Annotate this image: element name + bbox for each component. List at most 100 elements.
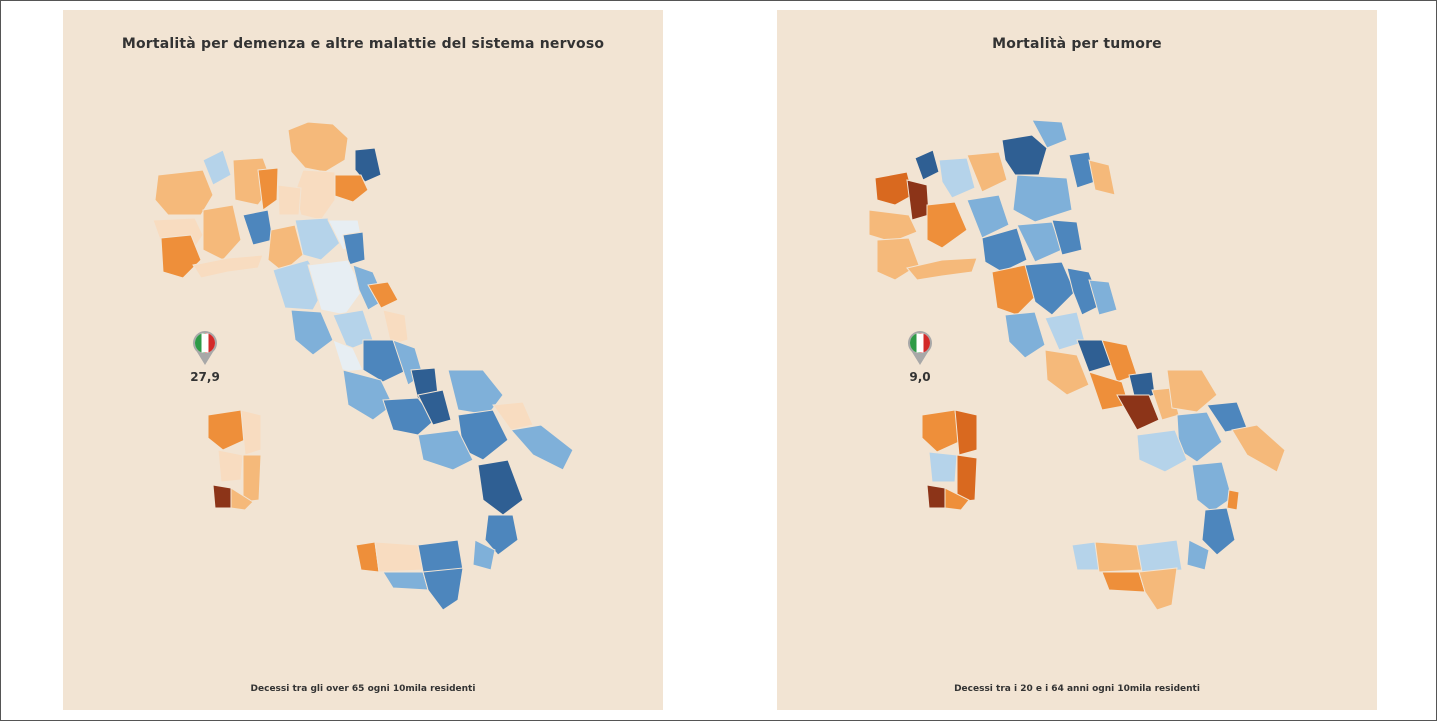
region-sardegna-6 <box>944 487 970 511</box>
region-lazio-2 <box>342 369 394 421</box>
national-average-marker[interactable]: 9,0 <box>900 330 940 384</box>
region-veneto-east <box>1088 159 1116 196</box>
region-toscana-2 <box>307 259 364 316</box>
region-trentino <box>1001 134 1048 176</box>
region-friuli <box>354 147 382 183</box>
regions-south[interactable] <box>1136 369 1286 571</box>
region-lazio-1 <box>1044 349 1090 396</box>
map-footer-note: Decessi tra gli over 65 ogni 10mila resi… <box>250 684 476 694</box>
regions-center[interactable] <box>272 259 452 436</box>
region-puglia-2 <box>492 401 534 431</box>
region-sardegna-6 <box>230 487 254 511</box>
region-sardegna-1 <box>921 409 960 453</box>
region-sardegna-2 <box>240 409 262 456</box>
region-marche-2 <box>1088 279 1118 316</box>
regions-center[interactable] <box>991 261 1180 431</box>
region-sicilia-1 <box>1071 541 1100 571</box>
region-campania-3 <box>417 429 474 471</box>
italy-map[interactable] <box>777 10 1377 710</box>
region-campania-1 <box>1116 394 1160 431</box>
region-marche-1 <box>1066 267 1103 316</box>
region-puglia-3 <box>510 424 574 471</box>
region-sicilia-2 <box>374 541 424 573</box>
region-aosta <box>914 149 940 181</box>
region-piemonte-4 <box>202 204 242 261</box>
region-sicilia-4 <box>1101 571 1146 593</box>
map-panel-cancer: Mortalità per tumore <box>777 10 1377 710</box>
region-puglia-1 <box>1166 369 1218 413</box>
region-piemonte-1 <box>154 169 214 216</box>
region-piemonte-3 <box>160 234 202 279</box>
region-lombardia-1 <box>938 157 976 199</box>
region-toscana-2 <box>1024 261 1076 316</box>
regions-north[interactable] <box>152 121 382 279</box>
region-sicilia-3 <box>417 539 464 573</box>
region-sardegna-4 <box>956 454 978 503</box>
region-veneto-east <box>334 174 369 203</box>
region-sicilia-3 <box>1136 539 1183 573</box>
region-sicilia-5 <box>422 567 464 611</box>
region-emilia-1 <box>267 224 304 273</box>
region-emilia-4 <box>342 231 366 266</box>
regions-south[interactable] <box>417 369 574 571</box>
national-average-value: 9,0 <box>909 370 931 384</box>
region-emilia-3 <box>1051 219 1083 256</box>
regions-islands[interactable] <box>207 409 464 611</box>
region-calabria-3 <box>472 539 496 571</box>
region-campania-2 <box>417 389 452 426</box>
region-piemonte-2 <box>906 179 930 221</box>
region-piemonte-1 <box>874 171 914 206</box>
region-piemonte-3 <box>868 209 918 243</box>
region-calabria-2 <box>484 514 519 556</box>
region-sardegna-5 <box>926 484 946 509</box>
region-toscana-3 <box>1004 311 1046 359</box>
region-sardegna-3 <box>217 449 244 483</box>
region-piemonte-4 <box>926 201 968 249</box>
region-sardegna-4 <box>242 454 262 503</box>
region-alto-adige <box>1031 119 1068 149</box>
region-lombardia-5 <box>242 209 274 246</box>
region-lombardia-2 <box>966 151 1008 193</box>
region-veneto <box>1012 174 1073 223</box>
region-sicilia-2 <box>1094 541 1143 573</box>
map-title: Mortalità per tumore <box>992 36 1162 52</box>
region-veneto <box>294 169 336 221</box>
italy-flag-pin-icon <box>908 331 932 365</box>
region-marche-2 <box>367 281 399 309</box>
region-campania-1 <box>382 397 436 436</box>
national-average-marker[interactable]: 27,9 <box>185 330 225 384</box>
region-sicilia-5 <box>1138 567 1178 611</box>
region-sardegna-1 <box>207 409 246 451</box>
region-toscana-3 <box>290 309 334 356</box>
region-lombardia-1 <box>202 149 232 186</box>
map-title: Mortalità per demenza e altre malattie d… <box>121 36 605 52</box>
national-average-value: 27,9 <box>190 370 220 384</box>
region-campania-3 <box>1136 429 1188 473</box>
region-liguria <box>906 257 978 281</box>
region-trentino <box>287 121 349 173</box>
regions-islands[interactable] <box>921 409 1183 611</box>
italy-map[interactable] <box>63 10 663 710</box>
region-calabria-3 <box>1226 489 1240 511</box>
region-calabria-2 <box>1201 507 1236 556</box>
region-emilia-1 <box>981 227 1028 273</box>
region-lombardia-4 <box>277 184 302 216</box>
region-sardegna-3 <box>928 451 958 483</box>
region-calabria-1 <box>477 459 524 516</box>
map-panel-dementia: Mortalità per demenza e altre malattie d… <box>63 10 663 710</box>
italy-flag-pin-icon <box>193 331 217 365</box>
region-sicilia-4 <box>382 571 429 591</box>
region-calabria-1 <box>1191 461 1233 513</box>
region-lombardia-3 <box>966 194 1010 239</box>
region-lombardia-3 <box>257 167 279 211</box>
region-sardegna-5 <box>212 484 232 509</box>
map-footer-note: Decessi tra i 20 e i 64 anni ogni 10mila… <box>954 684 1200 694</box>
region-sardegna-2 <box>954 409 978 456</box>
region-emilia-2 <box>294 217 342 261</box>
regions-north[interactable] <box>868 119 1116 281</box>
region-marche-3 <box>382 309 409 346</box>
region-liguria <box>192 254 264 279</box>
region-calabria-4 <box>1186 539 1210 571</box>
region-puglia-3 <box>1231 424 1286 473</box>
region-toscana-1 <box>991 264 1038 316</box>
